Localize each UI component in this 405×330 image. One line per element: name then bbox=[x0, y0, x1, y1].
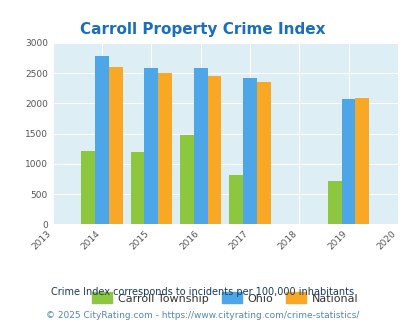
Bar bbox=[193, 68, 207, 224]
Text: Carroll Property Crime Index: Carroll Property Crime Index bbox=[80, 22, 325, 37]
Bar bbox=[355, 98, 369, 224]
Bar bbox=[158, 73, 172, 224]
Bar bbox=[327, 181, 341, 224]
Bar bbox=[144, 68, 158, 224]
Bar bbox=[179, 135, 193, 224]
Bar bbox=[229, 176, 243, 224]
Bar bbox=[256, 82, 270, 224]
Bar bbox=[341, 99, 355, 224]
Bar bbox=[130, 152, 144, 224]
Bar bbox=[109, 67, 122, 224]
Bar bbox=[207, 76, 221, 224]
Text: © 2025 CityRating.com - https://www.cityrating.com/crime-statistics/: © 2025 CityRating.com - https://www.city… bbox=[46, 311, 359, 320]
Bar bbox=[243, 78, 256, 224]
Bar bbox=[95, 56, 109, 224]
Text: Crime Index corresponds to incidents per 100,000 inhabitants: Crime Index corresponds to incidents per… bbox=[51, 287, 354, 297]
Legend: Carroll Township, Ohio, National: Carroll Township, Ohio, National bbox=[87, 288, 362, 308]
Bar bbox=[81, 150, 95, 224]
